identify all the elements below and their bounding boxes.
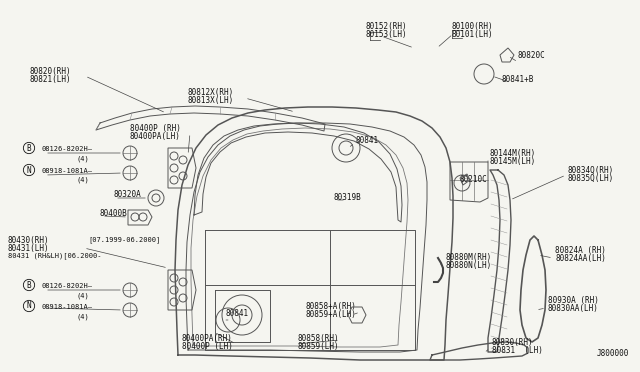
Text: (4): (4) xyxy=(76,177,89,183)
Text: 80880N(LH): 80880N(LH) xyxy=(446,261,492,270)
Text: 80820C: 80820C xyxy=(518,51,546,60)
Text: J800000: J800000 xyxy=(597,350,629,359)
Text: 80841: 80841 xyxy=(226,308,249,317)
Text: 80859(LH): 80859(LH) xyxy=(298,342,340,351)
Text: 80930A (RH): 80930A (RH) xyxy=(548,296,599,305)
Text: 80101(LH): 80101(LH) xyxy=(452,30,493,39)
Text: 80400P (RH): 80400P (RH) xyxy=(130,124,181,133)
Text: 80152(RH): 80152(RH) xyxy=(365,22,406,31)
Text: 08126-8202H—: 08126-8202H— xyxy=(42,283,93,289)
Text: 80813X(LH): 80813X(LH) xyxy=(188,96,234,105)
Text: 80400B: 80400B xyxy=(100,208,128,218)
Text: 80824A (RH): 80824A (RH) xyxy=(555,246,606,255)
Text: 80841: 80841 xyxy=(355,135,378,144)
Text: 80835Q(LH): 80835Q(LH) xyxy=(568,174,614,183)
Text: B: B xyxy=(27,144,31,153)
Text: 80812X(RH): 80812X(RH) xyxy=(188,88,234,97)
Text: 08126-8202H—: 08126-8202H— xyxy=(42,146,93,152)
Text: B: B xyxy=(27,280,31,289)
Text: 80144M(RH): 80144M(RH) xyxy=(490,149,536,158)
Text: 80820(RH): 80820(RH) xyxy=(30,67,72,76)
Text: 80859+A(LH): 80859+A(LH) xyxy=(306,310,357,319)
Text: 80830AA(LH): 80830AA(LH) xyxy=(548,304,599,313)
Text: 08918-1081A—: 08918-1081A— xyxy=(42,304,93,310)
Text: 80830(RH): 80830(RH) xyxy=(492,338,534,347)
Text: 80320A: 80320A xyxy=(113,189,141,199)
Text: 80841+B: 80841+B xyxy=(502,74,534,83)
Text: 80431(LH): 80431(LH) xyxy=(8,244,50,253)
Text: 80821(LH): 80821(LH) xyxy=(30,75,72,84)
Text: 80400P (LH): 80400P (LH) xyxy=(182,342,233,351)
Text: 80824AA(LH): 80824AA(LH) xyxy=(555,254,606,263)
Text: 80100(RH): 80100(RH) xyxy=(452,22,493,31)
Text: (4): (4) xyxy=(76,156,89,162)
Text: 80400PA(RH): 80400PA(RH) xyxy=(182,334,233,343)
Text: 80858+A(RH): 80858+A(RH) xyxy=(306,302,357,311)
Text: 80834Q(RH): 80834Q(RH) xyxy=(568,166,614,175)
Text: 80858(RH): 80858(RH) xyxy=(298,334,340,343)
Text: N: N xyxy=(27,301,31,311)
Text: 80145M(LH): 80145M(LH) xyxy=(490,157,536,166)
Text: (4): (4) xyxy=(76,314,89,320)
Text: 80153(LH): 80153(LH) xyxy=(365,30,406,39)
Text: 80319B: 80319B xyxy=(334,192,362,202)
Text: 80430(RH): 80430(RH) xyxy=(8,236,50,245)
Text: 80880M(RH): 80880M(RH) xyxy=(446,253,492,262)
Text: [07.1999-06.2000]: [07.1999-06.2000] xyxy=(88,236,160,243)
Text: 08918-1081A—: 08918-1081A— xyxy=(42,168,93,174)
Text: (4): (4) xyxy=(76,293,89,299)
Text: 80831  (LH): 80831 (LH) xyxy=(492,346,543,355)
Text: 80400PA(LH): 80400PA(LH) xyxy=(130,132,181,141)
Text: 80210C: 80210C xyxy=(460,175,488,184)
Text: 80431 (RH&LH)[06.2000-: 80431 (RH&LH)[06.2000- xyxy=(8,252,102,259)
Text: N: N xyxy=(27,166,31,174)
